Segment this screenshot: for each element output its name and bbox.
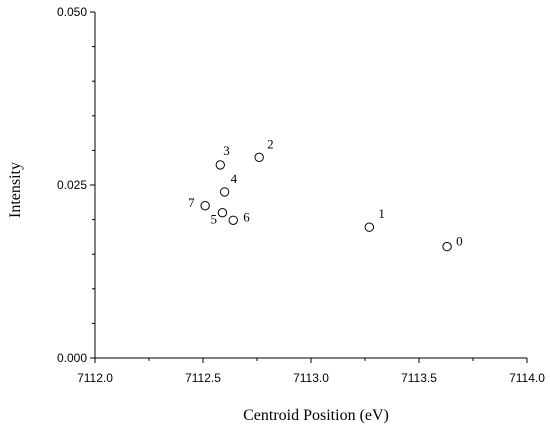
data-point-1: 1 bbox=[364, 206, 385, 232]
point-label: 2 bbox=[267, 136, 274, 151]
data-point-4: 4 bbox=[219, 171, 238, 197]
point-label: 7 bbox=[188, 195, 195, 210]
x-tick-label: 7114.0 bbox=[509, 371, 545, 385]
point-marker bbox=[215, 160, 225, 170]
point-label: 3 bbox=[223, 143, 230, 158]
point-label: 4 bbox=[231, 171, 238, 186]
y-axis-title: Intensity bbox=[7, 162, 24, 218]
data-point-7: 7 bbox=[188, 195, 210, 211]
x-tick-label: 7112.5 bbox=[185, 371, 221, 385]
axes bbox=[94, 12, 527, 359]
point-marker bbox=[364, 222, 375, 232]
point-marker bbox=[442, 241, 452, 252]
y-tick-label: 0.050 bbox=[57, 5, 87, 19]
y-tick-label: 0.025 bbox=[57, 178, 87, 192]
point-marker bbox=[219, 187, 230, 197]
data-point-2: 2 bbox=[254, 136, 274, 163]
data-point-5: 5 bbox=[210, 207, 228, 227]
point-label: 6 bbox=[243, 209, 250, 224]
point-label: 0 bbox=[456, 234, 463, 249]
point-marker bbox=[254, 152, 264, 163]
ticks: 7112.0 7112.5 7113.0 7113.5 7114.0 0.000 0.025… bbox=[57, 5, 545, 385]
y-tick-label: 0.000 bbox=[57, 351, 87, 365]
x-axis-title: Centroid Position (eV) bbox=[243, 407, 389, 424]
data-point-3: 3 bbox=[215, 143, 230, 170]
x-tick-label: 7113.0 bbox=[293, 371, 329, 385]
x-tick-label: 7112.0 bbox=[77, 371, 113, 385]
data-points: 0 1 2 34 5 6 7 bbox=[188, 136, 463, 252]
point-marker bbox=[217, 207, 228, 218]
data-point-0: 0 bbox=[442, 234, 463, 252]
x-tick-label: 7113.5 bbox=[401, 371, 437, 385]
point-marker bbox=[200, 201, 210, 211]
data-point-6: 6 bbox=[228, 209, 250, 225]
point-marker bbox=[228, 215, 238, 225]
point-label: 5 bbox=[210, 212, 217, 227]
point-label: 1 bbox=[378, 206, 385, 221]
